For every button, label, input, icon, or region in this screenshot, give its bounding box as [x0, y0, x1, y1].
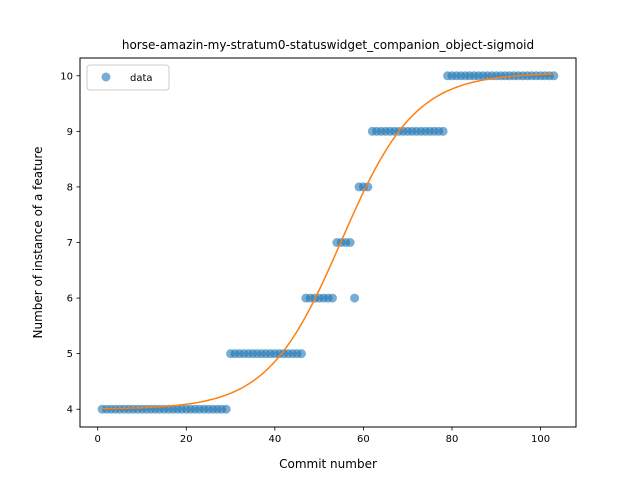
x-axis-ticks: 0 20 40 60 80 100: [95, 427, 550, 445]
legend-box: [86, 64, 170, 91]
y-tick-label-10: 10: [60, 71, 73, 82]
legend: data: [86, 64, 170, 91]
y-axis-label: Number of instance of a feature: [31, 147, 45, 339]
y-tick-label-4: 4: [67, 405, 73, 416]
legend-marker-data: [101, 72, 111, 82]
x-tick-label-100: 100: [531, 434, 550, 445]
data-point-57: [345, 238, 355, 247]
data-point-29: [221, 404, 231, 414]
x-axis-label: Commit number: [279, 457, 377, 471]
x-tick-label-20: 20: [180, 434, 193, 445]
y-tick-label-5: 5: [67, 349, 73, 360]
data-point-78: [438, 126, 448, 136]
x-tick-label-0: 0: [95, 434, 101, 445]
x-tick-label-40: 40: [268, 434, 281, 445]
sigmoid-fit-line: [102, 73, 554, 410]
y-tick-label-7: 7: [67, 238, 73, 249]
y-tick-label-8: 8: [67, 182, 73, 193]
legend-label-data: data: [130, 73, 153, 84]
chart-title: horse-amazin-my-stratum0-statuswidget_co…: [122, 38, 534, 52]
data-point-53: [327, 293, 337, 303]
x-tick-label-60: 60: [357, 434, 370, 445]
x-tick-label-80: 80: [446, 434, 459, 445]
data-point-103: [549, 71, 559, 81]
data-point-46: [296, 349, 306, 359]
y-axis-ticks: 4 5 6 7 8 9 10: [60, 71, 80, 416]
y-tick-label-9: 9: [67, 127, 73, 138]
plot-frame: [79, 57, 577, 428]
plot-content: [97, 71, 559, 414]
y-tick-label-6: 6: [67, 294, 73, 305]
data-point-58: [350, 293, 360, 303]
